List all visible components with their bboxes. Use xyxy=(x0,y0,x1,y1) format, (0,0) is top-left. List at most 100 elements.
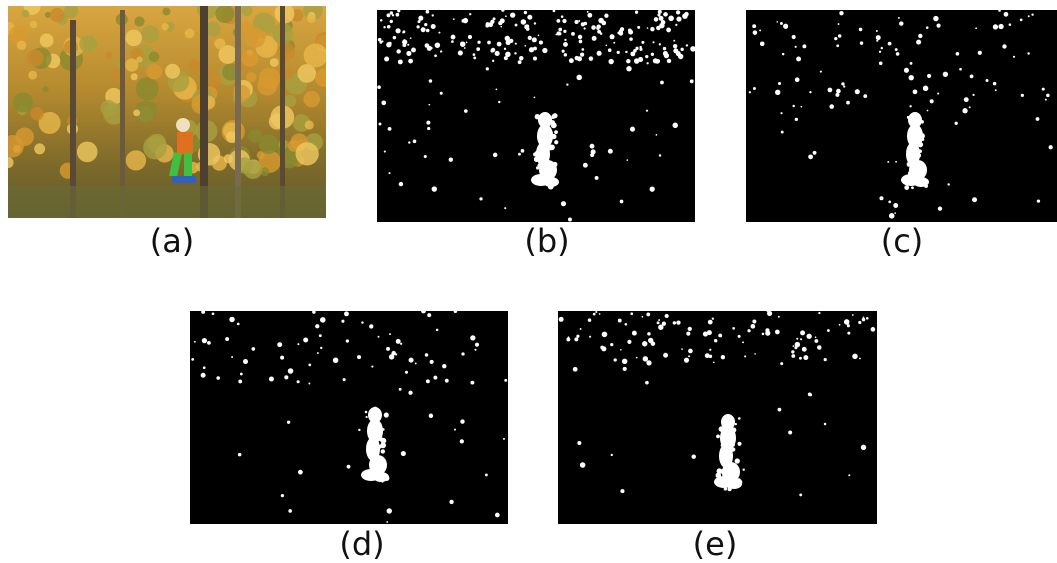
speck xyxy=(320,317,326,323)
speck xyxy=(303,337,308,342)
speck xyxy=(599,313,601,315)
speck xyxy=(657,321,660,324)
speck xyxy=(1049,145,1053,149)
speck xyxy=(863,94,867,98)
panel-label: (d) xyxy=(339,525,384,563)
speck xyxy=(388,172,390,174)
speck xyxy=(308,364,311,367)
foliage xyxy=(22,10,30,18)
speck xyxy=(361,321,363,323)
speck xyxy=(686,332,690,336)
panel-label: (b) xyxy=(524,222,569,260)
speck xyxy=(775,330,780,335)
speck xyxy=(847,324,850,327)
foliage xyxy=(189,60,201,72)
speck xyxy=(380,20,382,22)
speck xyxy=(927,74,931,78)
speck xyxy=(795,118,798,121)
speck xyxy=(584,27,586,29)
speck xyxy=(571,32,575,36)
speck xyxy=(767,311,772,316)
foliage xyxy=(257,75,277,95)
speck xyxy=(775,90,780,95)
speck xyxy=(390,11,393,14)
speck xyxy=(416,25,419,28)
speck xyxy=(558,28,562,32)
speck xyxy=(871,327,876,332)
speck xyxy=(1037,199,1040,202)
speck xyxy=(398,59,403,64)
foliage xyxy=(162,8,170,16)
speck xyxy=(647,332,650,335)
speck xyxy=(617,51,620,54)
speck xyxy=(399,182,403,186)
speck xyxy=(418,20,421,23)
speck xyxy=(663,47,666,50)
speck xyxy=(676,16,681,21)
speck xyxy=(532,37,537,42)
speck xyxy=(501,8,504,11)
speck xyxy=(879,51,881,53)
foliage xyxy=(27,49,44,66)
speck xyxy=(389,333,391,335)
speck xyxy=(581,48,584,51)
speck xyxy=(646,110,648,112)
speck xyxy=(573,367,578,372)
speck xyxy=(474,349,476,351)
speck xyxy=(750,324,755,329)
speck xyxy=(577,56,582,61)
foliage xyxy=(34,143,45,154)
foliage xyxy=(30,21,38,29)
speck xyxy=(646,360,651,365)
speck xyxy=(391,351,395,355)
speck xyxy=(651,53,654,56)
speck xyxy=(229,317,234,322)
speck xyxy=(943,72,948,77)
speck xyxy=(587,11,589,13)
speck xyxy=(561,15,564,18)
speck xyxy=(893,203,898,208)
speck xyxy=(269,377,274,382)
speck xyxy=(396,49,400,53)
speck xyxy=(895,48,898,51)
speck xyxy=(780,22,783,25)
speck xyxy=(800,338,802,340)
speck xyxy=(518,60,522,64)
speck xyxy=(388,42,391,45)
speck xyxy=(386,347,390,351)
speck xyxy=(743,468,745,470)
speck xyxy=(688,349,693,354)
speck xyxy=(418,16,423,21)
speck xyxy=(561,201,566,206)
speck xyxy=(463,18,468,23)
speck xyxy=(898,17,900,19)
speck xyxy=(684,358,689,363)
speck xyxy=(678,54,683,59)
speck xyxy=(596,24,600,28)
speck xyxy=(559,317,564,322)
speck xyxy=(712,317,714,319)
speck xyxy=(618,319,622,323)
speck xyxy=(910,62,913,65)
speck xyxy=(993,24,998,29)
foliage xyxy=(105,52,112,59)
speck xyxy=(876,30,878,32)
speck xyxy=(440,92,443,95)
speck xyxy=(986,79,989,82)
speck xyxy=(1021,94,1024,97)
speck xyxy=(381,100,386,105)
speck xyxy=(568,336,570,338)
speck xyxy=(783,24,788,29)
speck xyxy=(400,343,402,345)
mask-panel xyxy=(746,10,1057,222)
speck xyxy=(608,59,613,64)
speck xyxy=(620,200,624,204)
speck xyxy=(576,75,582,81)
speck xyxy=(688,355,690,357)
speck xyxy=(528,36,532,40)
foliage xyxy=(126,150,146,170)
speck xyxy=(852,354,858,360)
speck xyxy=(440,50,442,52)
speck xyxy=(676,10,680,14)
speck xyxy=(504,48,506,50)
